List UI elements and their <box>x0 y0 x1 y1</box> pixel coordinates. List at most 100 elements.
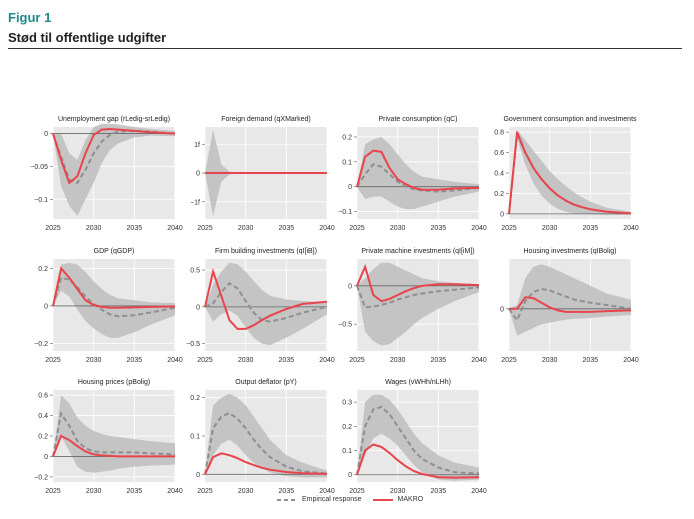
panel-6: Private machine investments (qI[iM]) 2025… <box>338 248 487 364</box>
x-tick-label: 2025 <box>349 225 365 232</box>
y-tick-label: 0 <box>500 306 504 313</box>
y-tick-label: 0 <box>348 184 352 191</box>
series-empirical <box>356 405 480 475</box>
x-tick-label: 2035 <box>583 357 599 364</box>
series-empirical <box>204 411 328 475</box>
series-makro <box>204 452 328 475</box>
x-tick-label: 2040 <box>319 488 335 495</box>
x-tick-label: 2035 <box>279 488 295 495</box>
y-tick-label: 1f <box>194 142 200 149</box>
confidence-band <box>53 262 175 338</box>
series-makro <box>52 127 176 185</box>
panel-1: Foreign demand (qXMarked) 2025 2030 2035 204… <box>190 116 335 232</box>
x-tick-label: 2025 <box>45 225 61 232</box>
confidence-band <box>509 264 631 336</box>
x-tick-label: 2040 <box>167 225 183 232</box>
y-tick-label: 0.8 <box>494 130 504 137</box>
panel-title: GDP (qGDP) <box>94 248 135 255</box>
y-tick-label: 0.3 <box>342 400 352 407</box>
x-tick-label: 2025 <box>45 488 61 495</box>
panel-10: Wages (vWHh/nLHh) 2025 2030 2035 2040 0.3 0.2 0… <box>342 379 487 495</box>
x-tick-label: 2030 <box>390 357 406 364</box>
legend: Empirical response MAKRO <box>276 496 423 503</box>
series-empirical <box>52 410 176 457</box>
y-tick-label: 0 <box>348 283 352 290</box>
panel-5: Firm building investments (qI[iB]) 2025 20… <box>186 248 335 364</box>
confidence-band <box>205 262 327 346</box>
legend-swatch-makro <box>372 498 393 501</box>
x-tick-label: 2035 <box>127 357 143 364</box>
series-makro <box>356 443 480 479</box>
panel-title: Housing investments (qIBolig) <box>524 248 617 255</box>
y-tick-label: 0.1 <box>190 434 200 441</box>
panel-3: Government consumption and investments 20… <box>494 116 639 232</box>
x-tick-label: 2030 <box>390 225 406 232</box>
y-tick-label: 0 <box>196 304 200 311</box>
x-tick-label: 2040 <box>167 488 183 495</box>
y-tick-label: 0 <box>500 211 504 218</box>
x-tick-label: 2030 <box>542 225 558 232</box>
x-tick-label: 2035 <box>127 488 143 495</box>
figure-title: Stød til offentlige udgifter <box>8 30 167 45</box>
x-tick-label: 2040 <box>471 488 487 495</box>
series-makro <box>52 266 176 309</box>
x-tick-label: 2035 <box>431 225 447 232</box>
confidence-band <box>509 130 631 215</box>
y-tick-label: 0.2 <box>342 134 352 141</box>
x-tick-label: 2030 <box>238 488 254 495</box>
y-tick-label: 0.5 <box>190 268 200 275</box>
figure-label: Figur 1 <box>8 10 52 25</box>
x-tick-label: 2040 <box>319 225 335 232</box>
x-tick-label: 2040 <box>471 357 487 364</box>
y-tick-label: 0 <box>44 303 48 310</box>
x-tick-label: 2025 <box>349 488 365 495</box>
legend-item-makro: MAKRO <box>372 496 423 503</box>
panel-2: Private consumption (qC) 2025 2030 2035 2040… <box>338 116 487 232</box>
y-tick-label: 0.6 <box>38 393 48 400</box>
y-tick-label: 0 <box>196 472 200 479</box>
series-makro <box>356 263 480 303</box>
x-tick-label: 2025 <box>501 357 517 364</box>
y-tick-label: −0.2 <box>34 341 48 348</box>
x-tick-label: 2040 <box>471 225 487 232</box>
title-divider <box>8 48 682 49</box>
y-tick-label: 0.1 <box>342 159 352 166</box>
y-tick-label: 0.2 <box>342 424 352 431</box>
series-makro <box>509 296 632 313</box>
panel-title: Foreign demand (qXMarked) <box>221 116 311 123</box>
x-tick-label: 2025 <box>349 357 365 364</box>
panel-0: Unemployment gap (rLedig-srLedig) 2025 203… <box>30 116 183 232</box>
y-tick-label: 0.1 <box>342 448 352 455</box>
panel-title: Government consumption and investments <box>503 116 637 123</box>
confidence-band <box>357 394 479 481</box>
series-empirical <box>52 129 176 185</box>
y-tick-label: −0.5 <box>186 341 200 348</box>
legend-label-empirical: Empirical response <box>302 496 362 503</box>
series-makro <box>204 267 328 330</box>
series-makro <box>356 149 480 191</box>
x-tick-label: 2035 <box>431 488 447 495</box>
x-tick-label: 2035 <box>583 225 599 232</box>
x-tick-label: 2025 <box>501 225 517 232</box>
series-empirical <box>52 276 176 318</box>
panel-4: GDP (qGDP) 2025 2030 2035 2040 0.2 0 −0.2 <box>34 248 183 364</box>
x-tick-label: 2030 <box>86 357 102 364</box>
x-tick-label: 2030 <box>542 357 558 364</box>
panel-7: Housing investments (qIBolig) 2025 2030 203… <box>500 248 639 364</box>
x-tick-label: 2025 <box>45 357 61 364</box>
legend-swatch-empirical <box>277 498 297 501</box>
x-tick-label: 2035 <box>279 225 295 232</box>
y-tick-label: 0.6 <box>494 150 504 157</box>
x-tick-label: 2040 <box>167 357 183 364</box>
panel-9: Output deflator (pY) 2025 2030 2035 2040 0.2 0… <box>190 379 335 495</box>
y-tick-label: −0.2 <box>34 474 48 481</box>
y-tick-label: −0.05 <box>30 164 48 171</box>
series-makro <box>508 131 632 215</box>
x-tick-label: 2030 <box>390 488 406 495</box>
panel-title: Housing prices (pBolig) <box>78 379 150 386</box>
panel-8: Housing prices (pBolig) 2025 2030 2035 2040 0… <box>34 379 183 495</box>
x-tick-label: 2040 <box>319 357 335 364</box>
x-tick-label: 2025 <box>197 357 213 364</box>
x-tick-label: 2030 <box>86 225 102 232</box>
